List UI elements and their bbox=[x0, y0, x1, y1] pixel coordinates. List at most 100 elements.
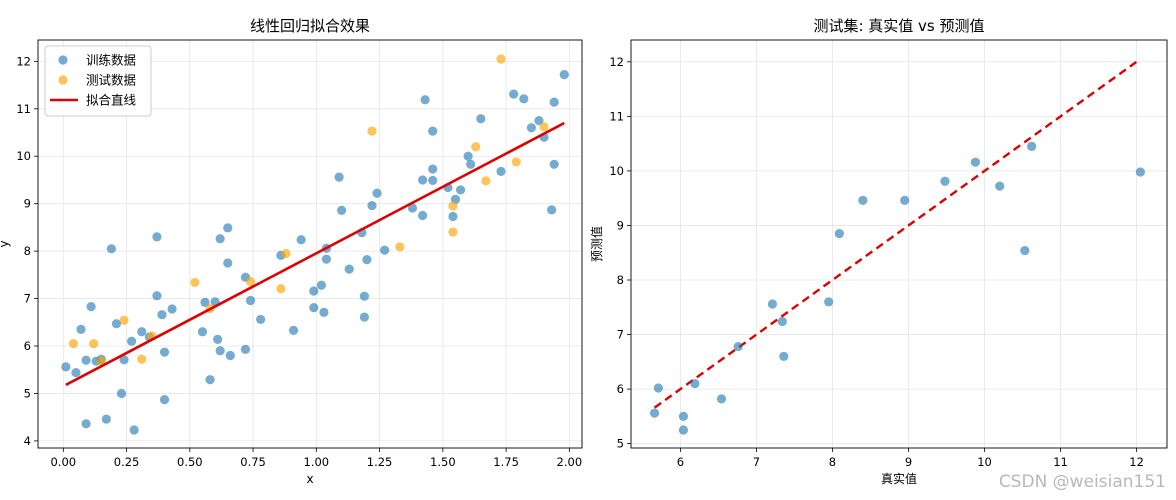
train-point bbox=[159, 347, 170, 357]
x-tick-label: 1.50 bbox=[430, 455, 456, 469]
prediction-point bbox=[777, 316, 787, 327]
train-point bbox=[288, 325, 299, 335]
prediction-point bbox=[1135, 167, 1145, 177]
test-point bbox=[367, 126, 377, 136]
train-point bbox=[223, 258, 233, 268]
train-point bbox=[167, 304, 177, 314]
train-point bbox=[362, 255, 372, 265]
prediction-point bbox=[649, 408, 660, 418]
test-point bbox=[68, 339, 79, 349]
train-point bbox=[476, 114, 486, 124]
train-point bbox=[61, 362, 71, 372]
y-tick-label: 6 bbox=[617, 382, 624, 396]
train-point bbox=[316, 280, 326, 290]
y-tick-label: 7 bbox=[617, 328, 624, 342]
legend-label-train: 训练数据 bbox=[86, 53, 136, 68]
test-point bbox=[89, 339, 99, 349]
x-tick-label: 10 bbox=[977, 455, 992, 469]
train-point bbox=[549, 97, 559, 107]
train-point bbox=[547, 205, 557, 215]
train-point bbox=[119, 355, 129, 365]
train-point bbox=[407, 203, 418, 213]
x-tick-label: 1.25 bbox=[367, 455, 393, 469]
train-point bbox=[129, 425, 139, 435]
test-point bbox=[496, 54, 506, 64]
y-tick-label: 8 bbox=[24, 244, 31, 258]
train-point bbox=[86, 302, 96, 312]
train-point bbox=[549, 159, 559, 169]
y-tick-label: 11 bbox=[16, 102, 31, 116]
regression-fit-plot: 0.00 0.25 0.50 0.75 1.00 1.25 1.50 1.75 2.00 4 5 6 7… bbox=[0, 17, 583, 486]
x-tick-label: 6 bbox=[677, 455, 684, 469]
prediction-point bbox=[767, 299, 778, 309]
x-tick-label: 0.50 bbox=[177, 455, 203, 469]
train-point bbox=[319, 307, 329, 317]
test-point bbox=[96, 356, 106, 366]
train-point bbox=[205, 375, 215, 385]
train-point bbox=[321, 254, 332, 264]
x-tick-label: 8 bbox=[829, 455, 836, 469]
train-point bbox=[534, 116, 544, 126]
train-point bbox=[380, 245, 390, 255]
legend-label-test: 测试数据 bbox=[86, 73, 136, 88]
x-axis-label: x bbox=[306, 472, 313, 486]
test-point bbox=[481, 176, 491, 186]
train-point bbox=[428, 164, 438, 174]
train-point bbox=[466, 159, 476, 169]
prediction-point bbox=[678, 425, 689, 435]
train-point bbox=[200, 297, 210, 307]
prediction-point bbox=[690, 379, 700, 389]
train-point bbox=[509, 89, 519, 99]
train-point bbox=[559, 70, 569, 80]
train-point bbox=[81, 419, 91, 429]
train-point bbox=[496, 166, 506, 177]
train-point bbox=[197, 327, 208, 337]
x-tick-label: 12 bbox=[1129, 455, 1144, 469]
y-tick-label: 10 bbox=[609, 164, 624, 178]
prediction-point bbox=[970, 157, 981, 167]
y-axis-label: y bbox=[0, 240, 11, 247]
y-tick-label: 6 bbox=[24, 339, 31, 353]
train-point bbox=[101, 414, 111, 424]
train-point bbox=[334, 172, 344, 182]
prediction-point bbox=[1020, 245, 1030, 256]
x-tick-label: 2.00 bbox=[557, 455, 583, 469]
prediction-point bbox=[940, 176, 950, 186]
fit-line bbox=[65, 121, 565, 387]
y-tick-label: 11 bbox=[609, 109, 624, 123]
plot-frame bbox=[37, 39, 583, 449]
train-point bbox=[106, 244, 116, 254]
watermark-text: CSDN @weisian151 bbox=[999, 472, 1166, 492]
legend-marker-test bbox=[58, 75, 68, 85]
train-point bbox=[137, 327, 147, 337]
x-axis-label: 真实值 bbox=[881, 471, 917, 486]
train-point bbox=[420, 95, 430, 105]
train-point bbox=[463, 151, 473, 161]
chart-title: 线性回归拟合效果 bbox=[250, 17, 370, 35]
y-tick-label: 8 bbox=[617, 273, 624, 287]
train-point bbox=[223, 223, 233, 233]
y-tick-label: 5 bbox=[24, 386, 31, 400]
train-point bbox=[240, 344, 251, 354]
test-point bbox=[448, 227, 458, 237]
chart-title: 测试集: 真实值 vs 预测值 bbox=[813, 17, 984, 35]
y-tick-label: 12 bbox=[16, 54, 31, 68]
x-tick-label: 11 bbox=[1053, 455, 1068, 469]
y-axis-label: 预测值 bbox=[589, 226, 604, 262]
test-point bbox=[119, 315, 129, 325]
train-point bbox=[344, 264, 354, 274]
train-point bbox=[215, 234, 225, 244]
test-point bbox=[137, 354, 147, 364]
y-tick-label: 9 bbox=[24, 197, 31, 211]
test-point bbox=[245, 276, 256, 287]
test-point bbox=[281, 248, 291, 259]
x-tick-label: 1.75 bbox=[493, 455, 519, 469]
train-point bbox=[81, 355, 91, 365]
x-tick-label: 0.00 bbox=[50, 455, 76, 469]
y-tick-label: 5 bbox=[617, 437, 624, 451]
train-point bbox=[215, 346, 225, 356]
prediction-point bbox=[716, 394, 727, 404]
